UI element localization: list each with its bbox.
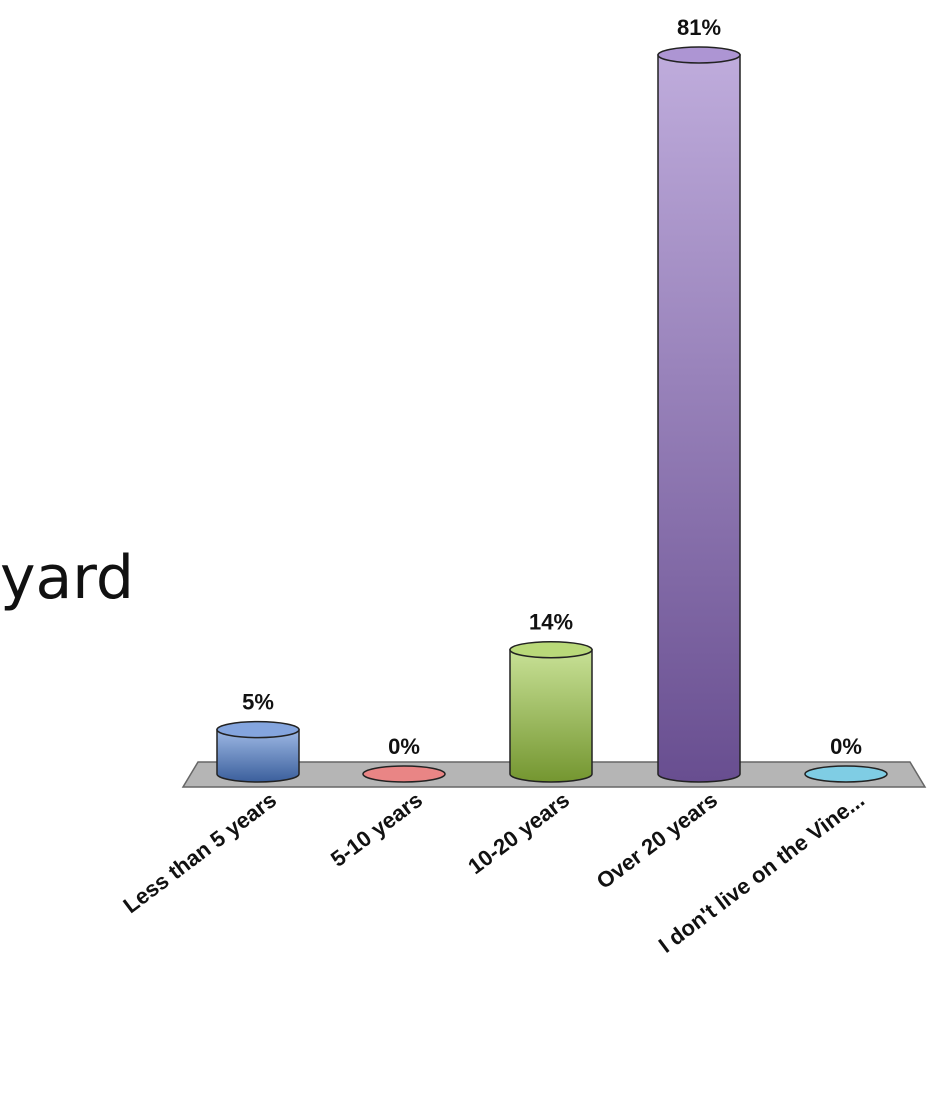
value-label: 14% <box>529 610 573 635</box>
slide-title-fragment: yard <box>0 543 134 613</box>
bar-1 <box>216 720 300 783</box>
bar-body <box>509 648 593 783</box>
bar-cap <box>509 640 593 659</box>
value-labels-layer: 5% 0% 14% 81% 0% <box>242 15 862 759</box>
value-label: 0% <box>830 734 862 759</box>
bar-body <box>657 54 741 783</box>
category-label: 10-20 years <box>463 787 574 879</box>
bar-2 <box>362 765 446 783</box>
category-label: 5-10 years <box>326 787 427 872</box>
value-label: 0% <box>388 734 420 759</box>
bar-4 <box>657 46 741 783</box>
bar-cap <box>804 765 888 783</box>
bar-cap <box>657 46 741 64</box>
category-label: Less than 5 years <box>118 787 281 918</box>
value-label: 81% <box>677 15 721 40</box>
category-labels-layer: Less than 5 years 5-10 years 10-20 years Ov… <box>118 787 869 958</box>
bar-cap <box>216 720 300 739</box>
category-label: Over 20 years <box>592 787 722 894</box>
bar-5 <box>804 765 888 783</box>
value-label: 5% <box>242 690 274 715</box>
bar-cap <box>362 765 446 783</box>
bar-3 <box>509 640 593 783</box>
bar-body <box>216 728 300 783</box>
bars-layer <box>216 46 888 783</box>
